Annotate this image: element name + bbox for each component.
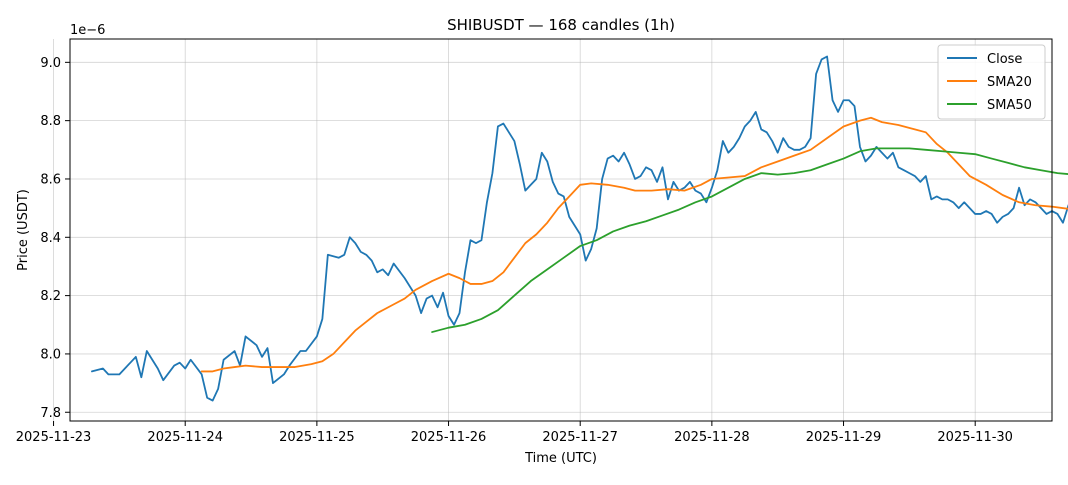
legend-box [937,44,1046,120]
legend: Close SMA20 SMA50 [937,44,1046,120]
y-tick-label: 8.8 [40,114,61,129]
y-scale-label: 1e−6 [70,23,105,38]
legend-item-sma20: SMA20 [947,75,1032,90]
legend-label-sma50: SMA50 [987,98,1032,113]
x-axis: 2025-11-23 2025-11-24 2025-11-25 2025-11-26… [16,421,1013,445]
y-tick-label: 8.6 [40,172,61,187]
legend-item-sma50: SMA50 [947,98,1032,113]
legend-label-sma20: SMA20 [987,75,1032,90]
y-tick-label: 9.0 [40,56,61,71]
x-tick-label: 2025-11-23 [16,430,92,445]
y-axis-label: Price (USDT) [16,189,31,271]
x-tick-label: 2025-11-28 [674,430,750,445]
x-tick-label: 2025-11-24 [147,430,223,445]
series-line-sma20 [200,116,1068,373]
x-tick-label: 2025-11-26 [411,430,487,445]
y-tick-label: 8.4 [40,231,61,246]
series-lines [91,55,1068,402]
legend-item-close: Close [947,52,1022,67]
x-tick-label: 2025-11-25 [279,430,355,445]
series-line-close [91,55,1068,402]
legend-label-close: Close [987,52,1022,67]
x-tick-label: 2025-11-30 [937,430,1013,445]
x-tick-label: 2025-11-29 [806,430,882,445]
plot-frame [69,38,1053,422]
y-tick-label: 7.8 [40,406,61,421]
series-line-sma50 [431,147,1068,333]
y-tick-label: 8.0 [40,347,61,362]
chart-title: SHIBUSDT — 168 candles (1h) [447,16,675,34]
grid [53,39,1052,421]
x-axis-label: Time (UTC) [524,451,597,466]
x-tick-label: 2025-11-27 [542,430,618,445]
y-axis: 7.8 8.0 8.2 8.4 8.6 8.8 9.0 [40,56,70,421]
y-tick-label: 8.2 [40,289,61,304]
